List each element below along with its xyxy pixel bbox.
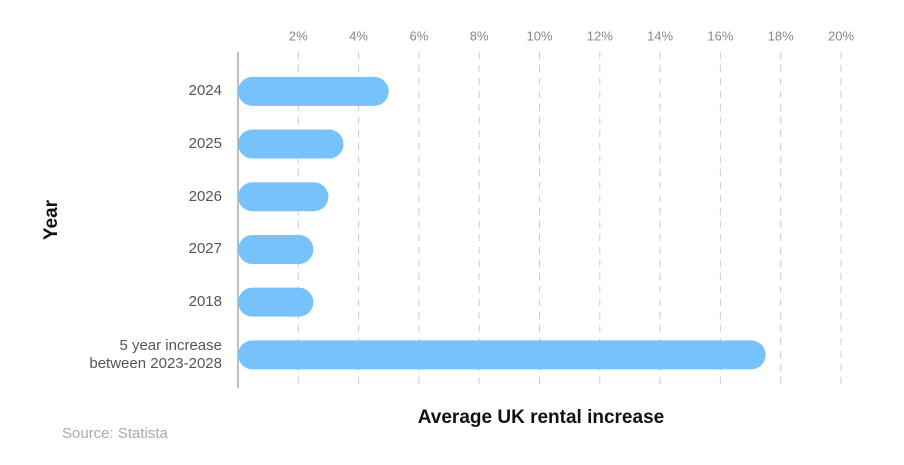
x-tick-label: 16% — [707, 28, 733, 43]
x-tick-label: 20% — [828, 28, 854, 43]
x-tick-label: 6% — [410, 28, 429, 43]
bar — [238, 76, 389, 106]
y-tick-label: 2024 — [188, 82, 222, 100]
x-tick-label: 14% — [647, 28, 673, 43]
x-tick-label: 2% — [289, 28, 308, 43]
bar — [238, 182, 329, 212]
y-tick-label: 5 year increase between 2023-2028 — [89, 336, 222, 372]
y-tick-label: 2026 — [188, 187, 222, 205]
bar — [238, 340, 766, 370]
y-axis-title: Year — [41, 199, 62, 240]
y-tick-label: 2027 — [188, 240, 222, 258]
x-axis-title: Average UK rental increase — [418, 407, 664, 428]
bar — [238, 234, 314, 264]
bar — [238, 287, 314, 317]
x-tick-label: 4% — [349, 28, 368, 43]
x-tick-label: 8% — [470, 28, 489, 43]
bar — [238, 129, 344, 159]
source: Source: Statista — [62, 425, 169, 442]
y-tick-label: 2018 — [188, 293, 222, 311]
x-tick-label: 12% — [587, 28, 613, 43]
x-tick-label: 18% — [768, 28, 794, 43]
x-tick-label: 10% — [526, 28, 552, 43]
y-tick-label: 2025 — [188, 135, 222, 153]
